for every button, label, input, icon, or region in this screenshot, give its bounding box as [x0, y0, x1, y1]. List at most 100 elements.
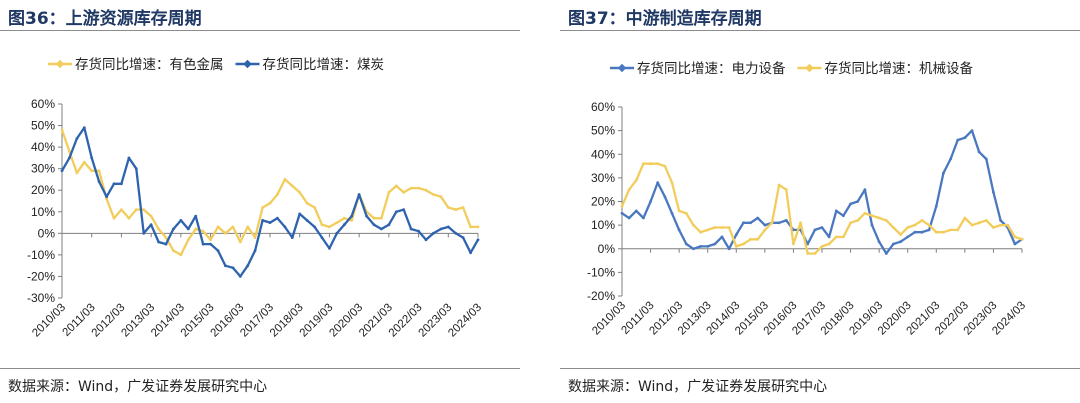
data-point [268, 221, 272, 225]
data-point [727, 247, 731, 251]
data-point [298, 191, 302, 194]
data-point [320, 223, 324, 227]
data-point [999, 219, 1002, 222]
source-note: 数据来源：Wind，广发证券发展研究中心 [568, 379, 828, 395]
source-divider [560, 368, 1080, 369]
data-point [749, 221, 752, 225]
data-point [149, 214, 153, 218]
data-point [677, 209, 681, 213]
data-point [913, 223, 917, 227]
data-point [365, 214, 368, 218]
data-point [692, 223, 695, 227]
y-tick-label: -20% [587, 289, 615, 303]
y-tick-label: -10% [587, 265, 615, 279]
data-point [216, 225, 220, 229]
data-point [320, 236, 324, 240]
data-point [290, 236, 294, 240]
data-point [305, 201, 309, 205]
data-point [276, 216, 279, 220]
data-point [201, 229, 205, 233]
data-point [970, 129, 974, 132]
data-point [380, 227, 383, 231]
data-point [763, 223, 767, 227]
data-point [734, 245, 738, 248]
data-point [663, 195, 667, 199]
y-tick-label: 40% [591, 147, 615, 161]
data-point [856, 219, 860, 222]
data-point [432, 193, 435, 196]
data-point [949, 157, 952, 161]
data-point [849, 221, 852, 225]
data-point [849, 202, 852, 206]
data-point [372, 216, 376, 220]
data-point [342, 223, 346, 227]
data-point [899, 233, 902, 237]
chart-title: 图37：中游制造库存周期 [568, 9, 762, 29]
x-tick-label: 2024/03 [446, 302, 484, 340]
data-point [827, 242, 831, 246]
data-point [977, 221, 981, 225]
data-point [276, 193, 279, 196]
data-point [634, 178, 638, 182]
data-point [806, 252, 810, 255]
series [620, 162, 1024, 255]
data-point [283, 178, 287, 181]
data-point [446, 206, 450, 209]
data-point [201, 242, 205, 246]
data-point [777, 221, 781, 225]
data-point [927, 228, 931, 232]
series-line [620, 162, 1023, 255]
legend-item: 存货同比增速：电力设备 [610, 60, 786, 77]
data-point [749, 237, 752, 241]
y-tick-label: -20% [27, 269, 55, 283]
data-point [261, 219, 264, 222]
data-point [742, 242, 745, 246]
x-axis: 2010/032011/032012/032013/032014/032015/… [590, 248, 1028, 338]
data-point [634, 209, 638, 213]
y-tick-label: 30% [591, 171, 615, 185]
data-point [461, 236, 465, 240]
y-axis: -30% -20% -10% 0% 10% 20% 30% 40% 50% 60% [27, 97, 63, 305]
data-point [934, 204, 938, 208]
y-tick-label: 0% [598, 242, 616, 256]
data-point [112, 216, 116, 220]
data-point [692, 247, 695, 251]
data-point [784, 188, 788, 192]
data-point [350, 214, 354, 218]
data-point [305, 219, 309, 222]
data-point [476, 238, 480, 242]
data-point [892, 242, 895, 246]
data-point [734, 233, 738, 237]
data-point [127, 216, 131, 220]
series [620, 129, 1024, 255]
data-point [1013, 235, 1017, 239]
legend-label: 存货同比增速：煤炭 [263, 56, 385, 73]
data-point [720, 226, 724, 229]
data-point [777, 183, 781, 187]
data-point [164, 242, 168, 246]
data-point [642, 216, 645, 220]
data-point [172, 227, 175, 231]
data-point [134, 167, 138, 171]
data-point [231, 225, 235, 229]
data-point [827, 235, 831, 239]
legend-marker [243, 59, 252, 69]
series-line [621, 129, 1023, 255]
data-point [394, 210, 398, 214]
data-point [380, 216, 383, 220]
data-point [620, 211, 624, 215]
data-point [820, 226, 824, 229]
title-divider [0, 30, 520, 31]
data-point [224, 264, 227, 268]
data-point [684, 211, 688, 215]
legend-label: 存货同比增速：电力设备 [637, 60, 786, 77]
data-point [439, 195, 443, 199]
data-point [476, 225, 480, 229]
data-point [261, 206, 264, 209]
data-point [409, 186, 413, 190]
y-tick-label: 40% [31, 140, 55, 154]
data-point [663, 164, 667, 168]
data-point [627, 188, 631, 192]
data-point [439, 227, 443, 231]
data-point [949, 228, 952, 232]
